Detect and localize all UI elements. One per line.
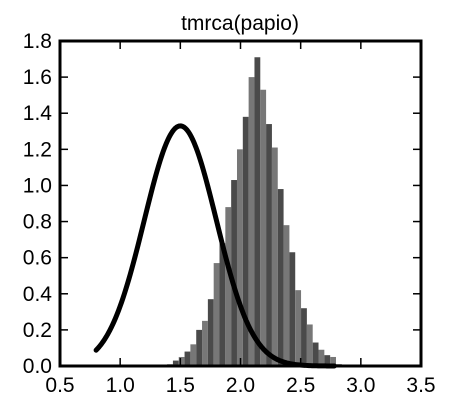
x-axis-ticks: 0.5 1.0 1.5 2.0 2.5 3.0 3.5: [45, 41, 436, 397]
histogram-bars: [167, 57, 342, 367]
histogram-bar: [283, 225, 290, 366]
histogram-bar: [225, 207, 232, 366]
density-curve-layer: [93, 123, 337, 369]
x-tick-label: 1.0: [106, 374, 135, 397]
histogram-bar: [260, 89, 267, 366]
normal-density-curve: [93, 123, 337, 369]
histogram-bar: [301, 308, 307, 366]
y-tick-label: 0.6: [23, 247, 52, 270]
x-tick-label: 3.0: [346, 374, 375, 397]
y-tick-label: 0.8: [23, 211, 52, 234]
histogram-bar: [184, 351, 191, 366]
histogram-bar: [190, 344, 197, 366]
histogram-bar: [306, 324, 313, 366]
y-tick-label: 0.2: [23, 319, 52, 342]
y-tick-label: 1.0: [23, 174, 52, 197]
histogram-bar: [312, 342, 319, 366]
histogram-bar: [330, 356, 336, 366]
chart-title: tmrca(papio): [181, 12, 299, 35]
histogram-bar: [178, 356, 185, 366]
y-tick-label: 1.8: [23, 30, 52, 53]
histogram-bar: [236, 149, 243, 366]
y-tick-label: 1.6: [23, 66, 52, 89]
histogram-bar: [196, 329, 203, 366]
histogram-bar: [242, 116, 249, 366]
histogram-bar: [289, 252, 296, 366]
histogram-bar: [172, 360, 179, 366]
x-tick-label: 3.5: [406, 374, 435, 397]
histogram-bar: [266, 124, 272, 366]
histogram-bar: [318, 349, 325, 366]
histogram-bar: [277, 189, 284, 366]
y-tick-label: 0.4: [23, 283, 53, 306]
y-tick-label: 1.2: [23, 138, 52, 161]
y-axis-ticks: 0.0 0.2 0.4 0.6 0.8 1.0 1.2 1.4 1.6 1.8: [23, 30, 421, 378]
x-tick-label: 1.5: [166, 374, 195, 397]
histogram-bar: [295, 290, 302, 366]
histogram-bar: [254, 57, 261, 366]
x-tick-label: 0.5: [45, 374, 74, 397]
x-tick-label: 2.5: [286, 374, 315, 397]
x-tick-label: 2.0: [226, 374, 255, 397]
histogram-bar: [271, 147, 278, 366]
histogram-bar: [219, 243, 226, 366]
histogram-bar: [213, 263, 220, 366]
y-tick-label: 1.4: [23, 102, 53, 125]
histogram-bar: [202, 320, 208, 366]
histogram-bar: [248, 77, 255, 367]
y-tick-label: 0.0: [23, 355, 52, 378]
histogram-bar: [231, 180, 237, 366]
histogram-bar: [207, 299, 214, 366]
histogram-bar: [324, 355, 331, 366]
